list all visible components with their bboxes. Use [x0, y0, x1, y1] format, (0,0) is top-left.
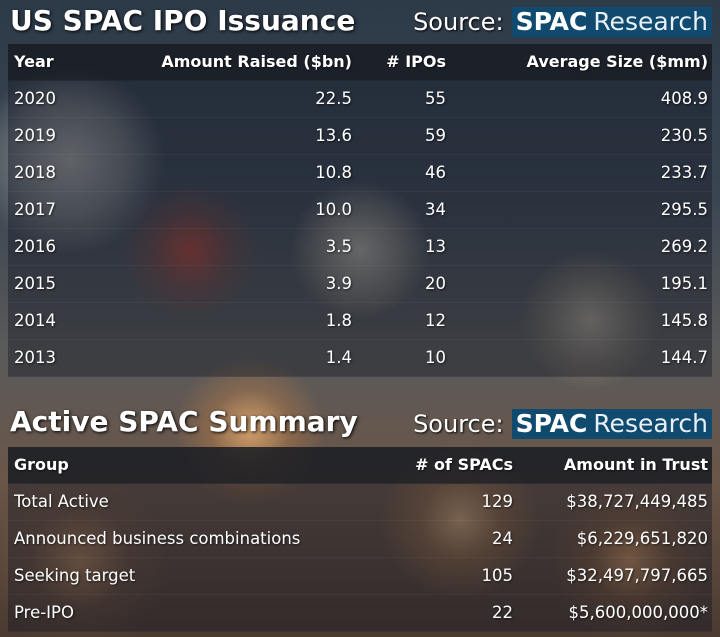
table-cell: Total Active — [14, 492, 109, 511]
table-cell: 20 — [425, 274, 446, 293]
table-cell: 3.9 — [325, 274, 352, 293]
table-cell: 55 — [425, 89, 446, 108]
header-row: Group # of SPACs Amount in Trust — [8, 447, 712, 484]
source-label: Source: — [413, 8, 504, 36]
table-cell: 2013 — [14, 348, 56, 367]
logo: SPAC Research — [511, 409, 712, 439]
table-cell: 12 — [425, 311, 446, 330]
source: Source: SPAC Research — [413, 409, 712, 439]
table-cell: 145.8 — [660, 311, 708, 330]
table-row: 2019 13.6 59 230.5 — [8, 118, 712, 155]
table-cell: $32,497,797,665 — [566, 566, 708, 585]
table-row: 2020 22.5 55 408.9 — [8, 81, 712, 118]
table-row: Pre-IPO 22 $5,600,000,000* — [8, 595, 712, 632]
table-cell: 230.5 — [660, 126, 708, 145]
source-label: Source: — [413, 410, 504, 438]
table-cell: 1.8 — [325, 311, 352, 330]
table-cell: 2018 — [14, 163, 56, 182]
source: Source: SPAC Research — [413, 7, 712, 37]
table-row: Seeking target 105 $32,497,797,665 — [8, 558, 712, 595]
column-header: Group — [14, 455, 69, 474]
table-cell: Pre-IPO — [14, 603, 74, 622]
table-row: 2018 10.8 46 233.7 — [8, 155, 712, 192]
table-row: Announced business combinations 24 $6,229,… — [8, 521, 712, 558]
table-cell: 269.2 — [660, 237, 708, 256]
table-cell: Announced business combinations — [14, 529, 301, 548]
column-header: Amount in Trust — [563, 455, 708, 474]
table-row: 2017 10.0 34 295.5 — [8, 192, 712, 229]
table-row: 2013 1.4 10 144.7 — [8, 340, 712, 377]
table-cell: 2019 — [14, 126, 56, 145]
table-row: Total Active 129 $38,727,449,485 — [8, 484, 712, 521]
table-cell: 2015 — [14, 274, 56, 293]
column-header: Year — [14, 52, 54, 71]
table-cell: 22 — [492, 603, 513, 622]
column-header: Average Size ($mm) — [526, 52, 709, 71]
table-cell: 129 — [481, 492, 514, 511]
table-cell: 59 — [425, 126, 446, 145]
table-row: 2015 3.9 20 195.1 — [8, 266, 712, 303]
table-cell: 24 — [492, 529, 513, 548]
table-cell: 144.7 — [660, 348, 708, 367]
ipo-table: Year Amount Raised ($bn) # IPOs Average Siz… — [8, 44, 712, 377]
table-cell: 1.4 — [325, 348, 352, 367]
table-cell: 2016 — [14, 237, 56, 256]
table-cell: 22.5 — [315, 89, 352, 108]
logo-light: Research — [593, 7, 708, 36]
column-header: Amount Raised ($bn) — [161, 52, 352, 71]
table-cell: 10 — [425, 348, 446, 367]
table-row: 2016 3.5 13 269.2 — [8, 229, 712, 266]
header-row: Year Amount Raised ($bn) # IPOs Average Siz… — [8, 44, 712, 81]
table-cell: 3.5 — [325, 237, 352, 256]
logo-bold: SPAC — [515, 409, 588, 438]
table-cell: $6,229,651,820 — [576, 529, 708, 548]
logo: SPAC Research — [511, 7, 712, 37]
table-cell: $38,727,449,485 — [566, 492, 708, 511]
table-cell: 10.0 — [315, 200, 352, 219]
table-cell: 13.6 — [315, 126, 352, 145]
table-cell: 13 — [425, 237, 446, 256]
section-title: US SPAC IPO Issuance — [10, 4, 356, 37]
table-cell: Seeking target — [14, 566, 136, 585]
logo-light: Research — [593, 409, 708, 438]
summary-table: Group # of SPACs Amount in Trust Total Acti… — [8, 447, 712, 632]
table-cell: 10.8 — [315, 163, 352, 182]
table-row: 2014 1.8 12 145.8 — [8, 303, 712, 340]
section-title: Active SPAC Summary — [10, 405, 358, 438]
table-cell: 2014 — [14, 311, 56, 330]
table-cell: 2017 — [14, 200, 56, 219]
table-cell: 233.7 — [660, 163, 708, 182]
table-cell: 295.5 — [660, 200, 708, 219]
table-cell: $5,600,000,000* — [568, 603, 708, 622]
column-header: # of SPACs — [415, 455, 513, 474]
table-cell: 2020 — [14, 89, 56, 108]
table-cell: 408.9 — [660, 89, 708, 108]
table-cell: 46 — [425, 163, 446, 182]
table-cell: 34 — [425, 200, 446, 219]
table-cell: 105 — [481, 566, 514, 585]
column-header: # IPOs — [386, 52, 446, 71]
logo-bold: SPAC — [515, 7, 588, 36]
table-cell: 195.1 — [660, 274, 708, 293]
